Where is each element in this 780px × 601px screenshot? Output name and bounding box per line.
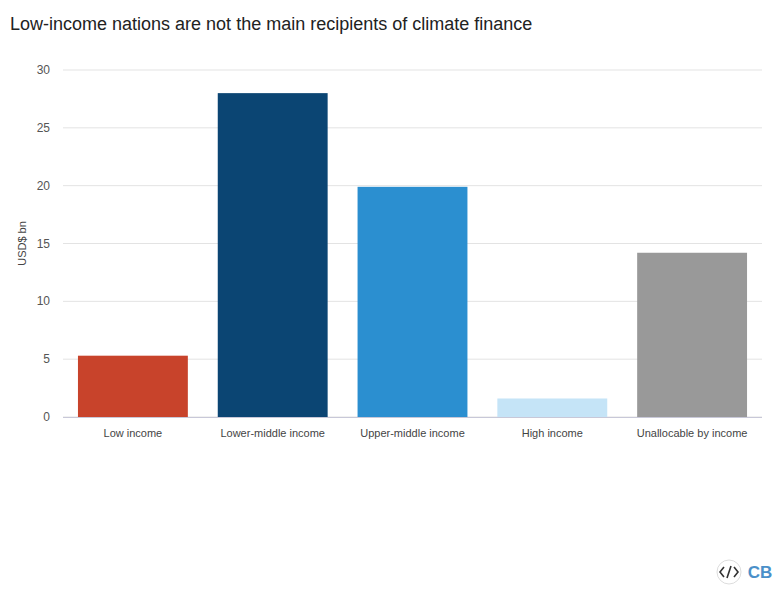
x-tick-label: High income <box>522 427 583 439</box>
grid-line <box>63 70 762 71</box>
chart-svg: Low-income nations are not the main reci… <box>0 0 780 601</box>
bar <box>637 253 747 417</box>
annotation: CB <box>748 563 773 582</box>
title: Low-income nations are not the main reci… <box>10 14 532 34</box>
x-tick-label: Lower-middle income <box>220 427 325 439</box>
x-axis-line <box>63 417 762 418</box>
bars <box>78 93 747 417</box>
y-tick-label: 30 <box>37 63 51 77</box>
grid <box>63 70 762 417</box>
y-tick-label: 5 <box>43 352 50 366</box>
embed-icon <box>717 560 741 584</box>
grid-line <box>63 127 762 128</box>
y-tick-label: 15 <box>37 237 51 251</box>
x-tick-label: Upper-middle income <box>360 427 465 439</box>
x-tick-label: Low income <box>104 427 163 439</box>
bar <box>78 356 188 417</box>
grid-line <box>63 185 762 186</box>
x-tick-label: Unallocable by income <box>637 427 748 439</box>
chart-container: Low-income nations are not the main reci… <box>0 0 780 601</box>
y-tick-label: 20 <box>37 179 51 193</box>
logo: CB <box>717 560 772 584</box>
y-tick-label: 0 <box>43 410 50 424</box>
bar <box>358 187 468 417</box>
y-tick-label: 25 <box>37 121 51 135</box>
y-tick-label: 10 <box>37 294 51 308</box>
bar <box>497 398 607 417</box>
bar <box>218 93 328 417</box>
embed-icon-glyph <box>720 566 738 578</box>
y-axis-label: USD$ bn <box>16 221 28 266</box>
